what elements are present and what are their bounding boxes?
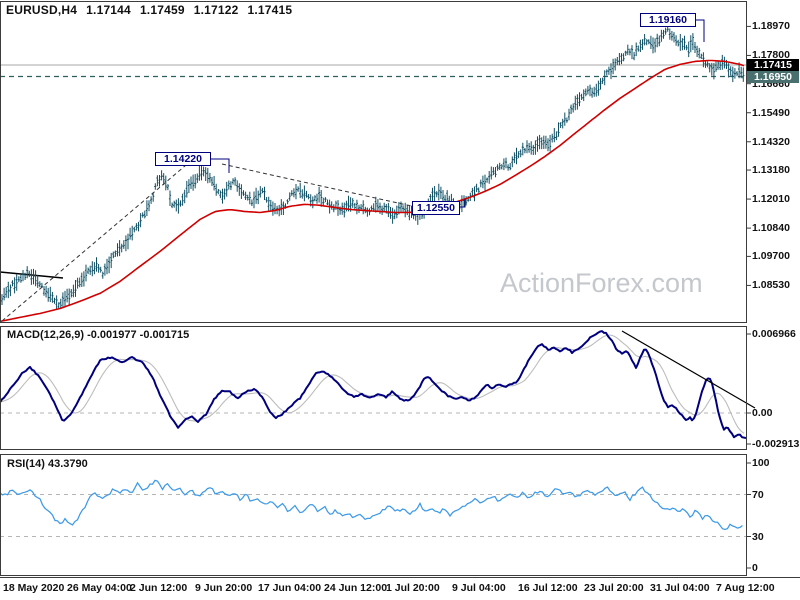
time-axis-label: 1 Jul 20:00 bbox=[386, 582, 440, 594]
time-axis-label: 23 Jul 20:00 bbox=[584, 582, 644, 594]
price-axis-tick: 1.17800 bbox=[752, 49, 790, 62]
time-axis-label: 16 Jul 12:00 bbox=[518, 582, 578, 594]
price-axis-tick: 1.12010 bbox=[752, 193, 790, 206]
annotation-swing-high: 1.19160 bbox=[640, 13, 696, 27]
rsi-indicator-label: RSI(14) 43.3790 bbox=[7, 458, 88, 470]
ohlc-close: 1.17415 bbox=[247, 3, 293, 17]
price-axis-tick: 1.13180 bbox=[752, 164, 790, 177]
macd-axis-tick: 0.006966 bbox=[752, 328, 796, 340]
price-axis-tick: 1.10840 bbox=[752, 222, 790, 235]
time-axis-label: 24 Jun 12:00 bbox=[324, 582, 388, 594]
price-axis-tick: 1.18970 bbox=[752, 20, 790, 33]
support-level-badge: 1.16950 bbox=[747, 71, 799, 83]
chart-header: EURUSD,H4 1.17144 1.17459 1.17122 1.1741… bbox=[6, 3, 292, 17]
watermark: ActionForex.com bbox=[500, 268, 703, 298]
price-axis-tick: 1.14320 bbox=[752, 135, 790, 148]
current-price-badge: 1.17415 bbox=[747, 59, 799, 71]
annotation-prior-high: 1.14220 bbox=[155, 152, 211, 166]
annotation-mid-pivot: 1.12550 bbox=[412, 201, 460, 215]
macd-axis-tick: -0.002913 bbox=[752, 438, 800, 450]
rsi-axis-tick: 30 bbox=[752, 530, 764, 543]
price-axis-tick: 1.15490 bbox=[752, 106, 790, 119]
time-axis-label: 17 Jun 04:00 bbox=[258, 582, 322, 594]
symbol-timeframe: EURUSD,H4 bbox=[6, 3, 78, 17]
time-axis-label: 9 Jun 20:00 bbox=[195, 582, 253, 594]
time-axis-label: 26 May 04:00 bbox=[67, 582, 132, 594]
rsi-axis-tick: 100 bbox=[752, 457, 770, 469]
macd-indicator-label: MACD(12,26,9) -0.001977 -0.001715 bbox=[7, 329, 190, 341]
rsi-axis-tick: 70 bbox=[752, 488, 764, 501]
time-axis-label: 2 Jun 12:00 bbox=[130, 582, 188, 594]
macd-axis-tick: 0.00 bbox=[752, 407, 773, 419]
ohlc-low: 1.17122 bbox=[193, 3, 239, 17]
time-axis-label: 18 May 2020 bbox=[3, 582, 65, 594]
time-axis-label: 7 Aug 12:00 bbox=[716, 582, 775, 594]
rsi-axis-tick: 0 bbox=[752, 562, 758, 574]
time-axis-label: 31 Jul 04:00 bbox=[650, 582, 710, 594]
ohlc-high: 1.17459 bbox=[139, 3, 185, 17]
price-axis-tick: 1.09700 bbox=[752, 250, 790, 263]
time-axis-label: 9 Jul 04:00 bbox=[452, 582, 506, 594]
price-axis-tick: 1.08530 bbox=[752, 279, 790, 292]
ohlc-open: 1.17144 bbox=[86, 3, 131, 17]
